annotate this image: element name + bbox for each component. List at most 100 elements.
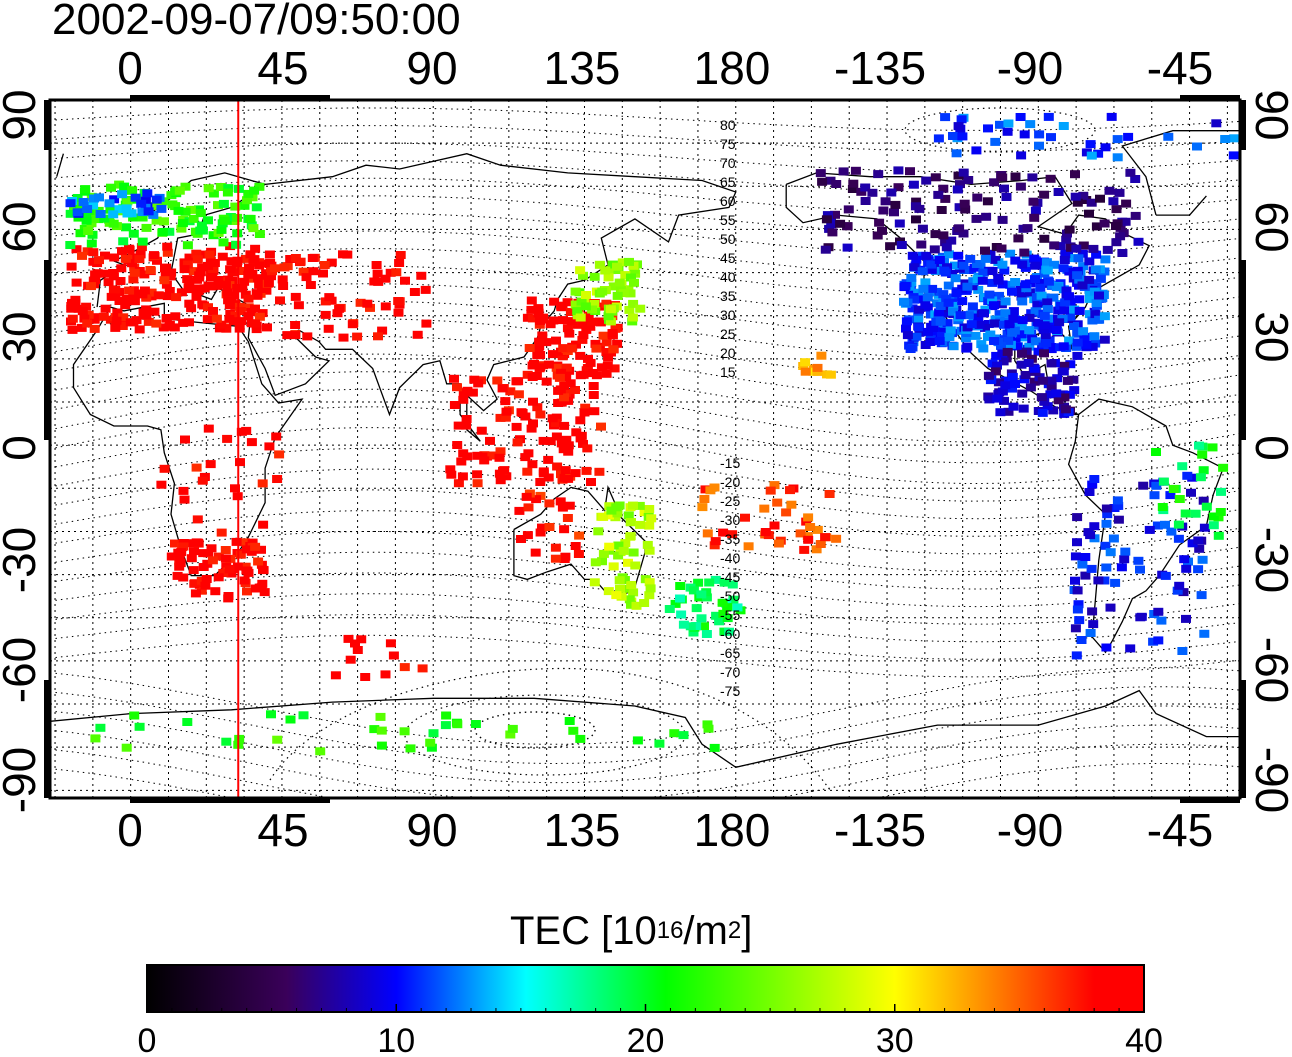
tec-cell <box>675 594 685 603</box>
tec-cell <box>298 267 309 276</box>
tec-cell <box>604 511 614 520</box>
tec-cell <box>581 322 592 331</box>
tec-cell <box>605 317 616 326</box>
tec-cell <box>92 269 103 278</box>
tec-cell <box>977 276 988 285</box>
tec-cell <box>1085 629 1096 637</box>
contour-label-north: 40 <box>720 269 736 285</box>
tec-cell <box>1123 132 1134 141</box>
tec-cell <box>983 332 993 341</box>
tec-cell <box>225 265 236 274</box>
contour-line <box>50 371 1240 443</box>
tec-cell <box>978 268 989 277</box>
tec-cell <box>1101 643 1112 652</box>
tec-cell <box>520 453 531 462</box>
tec-cell <box>453 479 464 488</box>
tec-cell <box>984 395 995 404</box>
tec-cell <box>620 539 631 548</box>
tec-cell <box>967 302 978 311</box>
tec-cell <box>117 247 127 256</box>
tec-cell <box>134 325 145 334</box>
tec-cell <box>727 580 738 589</box>
tec-cell <box>134 722 145 731</box>
tec-cell <box>772 498 783 507</box>
tec-cell <box>583 311 594 320</box>
tec-cell <box>578 370 589 379</box>
tec-cell <box>365 303 375 312</box>
tec-cell <box>188 214 199 223</box>
tec-cell <box>1017 349 1027 358</box>
tec-cell <box>151 216 162 225</box>
tec-cell <box>290 321 301 329</box>
tec-cell <box>1008 314 1019 323</box>
tec-cell <box>548 350 558 359</box>
tec-cell <box>786 500 797 509</box>
tec-cell <box>608 282 619 291</box>
tec-cell <box>162 292 173 301</box>
tec-cell <box>178 542 189 551</box>
tec-cell <box>1060 298 1071 307</box>
tec-cell <box>108 272 119 281</box>
tec-cell <box>449 374 459 383</box>
tec-cell <box>1051 283 1062 292</box>
tec-cell <box>815 169 826 178</box>
tec-cell <box>345 655 356 664</box>
tec-cell <box>167 200 178 209</box>
tec-cell <box>136 243 147 252</box>
tec-cell <box>67 300 78 309</box>
tec-cell <box>1012 342 1022 351</box>
tec-cell <box>1077 560 1088 569</box>
tec-cell <box>926 260 937 269</box>
tec-cell <box>933 190 944 199</box>
tec-cell <box>990 137 1001 146</box>
tec-cell <box>234 324 245 333</box>
tec-cell <box>831 180 842 188</box>
tec-cell <box>952 185 963 194</box>
tec-cell <box>590 558 601 567</box>
tec-cell <box>860 197 871 205</box>
tec-cell <box>174 553 185 561</box>
tec-cell <box>612 262 622 271</box>
tec-cell <box>1046 359 1057 368</box>
tec-cell <box>1099 219 1110 228</box>
tec-cell <box>644 578 655 587</box>
tec-cell <box>940 238 951 247</box>
tec-cell <box>634 501 645 510</box>
tec-cell <box>106 183 116 192</box>
tec-cell <box>472 451 483 460</box>
tec-cell <box>242 566 253 575</box>
tec-cell <box>88 201 99 210</box>
tec-cell <box>66 262 77 271</box>
tec-cell <box>1049 241 1060 250</box>
tec-cell <box>239 538 250 547</box>
tec-cell <box>472 470 483 479</box>
tec-cell <box>170 539 180 548</box>
tec-cell <box>227 276 238 285</box>
tec-cell <box>191 463 202 472</box>
tec-cell <box>1080 571 1091 580</box>
tec-cell <box>535 363 546 372</box>
tec-cell <box>242 196 252 205</box>
tec-cell <box>559 525 570 534</box>
tec-cell <box>237 284 248 293</box>
contour-label-north: 45 <box>720 250 736 266</box>
tec-cell <box>81 302 92 311</box>
tec-cell <box>230 311 241 320</box>
tec-cell <box>961 334 972 343</box>
tec-cell <box>1178 588 1189 597</box>
tec-cell <box>449 401 460 409</box>
tec-cell <box>949 261 960 270</box>
tec-cell <box>500 397 511 406</box>
tec-cell <box>601 338 612 347</box>
tec-cell <box>1208 521 1219 530</box>
tec-cell <box>208 189 219 198</box>
tec-cell <box>938 231 949 240</box>
tec-cell <box>905 345 916 353</box>
tec-cell <box>847 185 858 193</box>
tec-cell <box>271 432 282 441</box>
tec-cell <box>997 349 1008 358</box>
y-tick-label-right: -30 <box>1246 527 1292 593</box>
tec-cell <box>175 559 186 568</box>
tec-cell <box>575 313 586 322</box>
tec-cell <box>600 266 611 275</box>
